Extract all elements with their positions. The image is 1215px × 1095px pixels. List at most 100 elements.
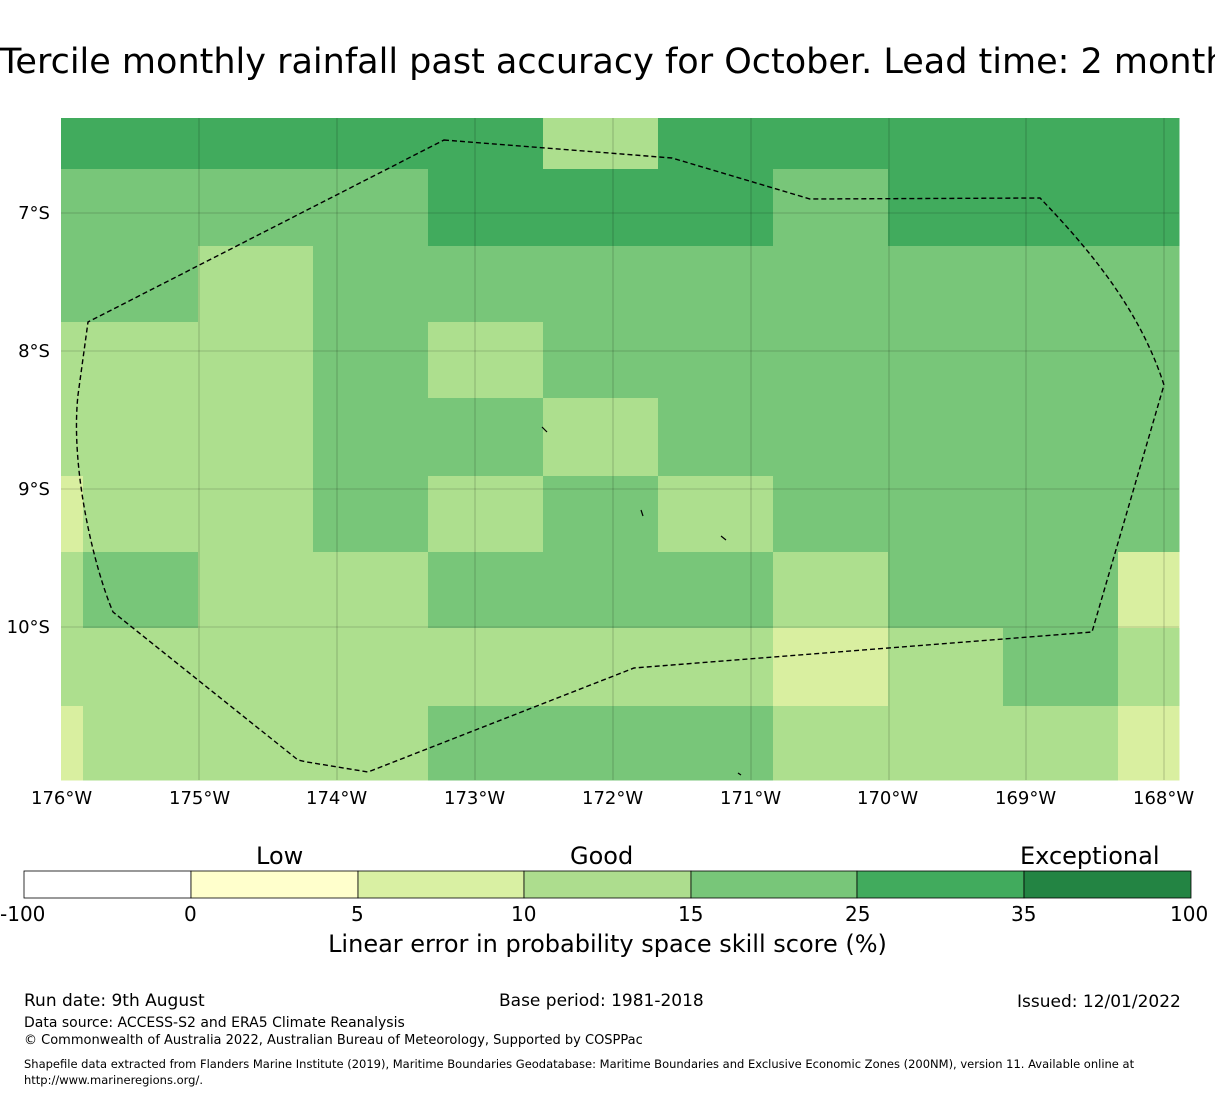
skill-cell <box>83 322 199 399</box>
skill-cell <box>658 169 774 247</box>
skill-cell <box>658 628 774 707</box>
skill-cell <box>1118 476 1180 553</box>
skill-cell <box>428 322 544 399</box>
colorbar-tick: 10 <box>511 902 537 926</box>
copyright: © Commonwealth of Australia 2022, Austra… <box>24 1033 643 1048</box>
skill-cell <box>1003 706 1119 781</box>
island-marker <box>541 426 548 433</box>
skill-cell <box>428 476 544 553</box>
data-source: Data source: ACCESS-S2 and ERA5 Climate … <box>24 1015 405 1031</box>
lon-label: 175°W <box>169 788 231 809</box>
issued-date: Issued: 12/01/2022 <box>1017 992 1181 1012</box>
skill-cell <box>773 322 889 399</box>
lat-label: 7°S <box>18 203 50 224</box>
run-date: Run date: 9th August <box>24 991 205 1011</box>
skill-grid-cells <box>61 118 1180 781</box>
colorbar-tick: 0 <box>184 902 197 926</box>
skill-cell <box>428 552 544 629</box>
skill-cell <box>658 476 774 553</box>
skill-cell <box>83 169 199 247</box>
skill-cell <box>1003 169 1119 247</box>
colorbar-tick: -100 <box>0 902 46 926</box>
map-gridlines <box>61 118 1179 780</box>
skill-cell <box>313 476 429 553</box>
skill-cell <box>198 169 314 247</box>
colorbar-tick: 100 <box>1170 902 1209 926</box>
skill-cell <box>888 118 1004 170</box>
skill-cell <box>1003 552 1119 629</box>
lon-label: 168°W <box>1133 788 1195 809</box>
skill-cell <box>83 706 199 781</box>
skill-cell <box>428 628 544 707</box>
island-marker <box>737 772 742 776</box>
skill-cell <box>543 398 659 477</box>
lat-label: 10°S <box>6 617 50 638</box>
legend-category-exceptional: Exceptional <box>1020 842 1160 870</box>
skill-cell <box>61 322 84 399</box>
skill-cell <box>658 246 774 323</box>
skill-cell <box>1118 552 1180 629</box>
skill-cell <box>773 398 889 477</box>
colorbar-tick: 5 <box>351 902 364 926</box>
colorbar-title: Linear error in probability space skill … <box>328 930 887 958</box>
skill-cell <box>658 322 774 399</box>
skill-cell <box>198 246 314 323</box>
colorbar-tick: 35 <box>1011 902 1037 926</box>
colorbar-segment <box>357 870 525 899</box>
colorbar-tick: 15 <box>678 902 704 926</box>
skill-cell <box>313 246 429 323</box>
skill-cell <box>543 246 659 323</box>
lat-label: 8°S <box>18 341 50 362</box>
skill-cell <box>83 552 199 629</box>
shapefile-credit: Shapefile data extracted from Flanders M… <box>24 1057 1135 1071</box>
skill-cell <box>313 322 429 399</box>
skill-cell <box>888 476 1004 553</box>
skill-cell <box>1003 398 1119 477</box>
skill-cell <box>543 706 659 781</box>
skill-cell <box>428 706 544 781</box>
skill-cell <box>1118 628 1180 707</box>
skill-cell <box>1003 476 1119 553</box>
skill-cell <box>313 118 429 170</box>
skill-cell <box>1003 628 1119 707</box>
base-period: Base period: 1981-2018 <box>499 991 704 1011</box>
skill-cell <box>773 118 889 170</box>
skill-cell <box>1003 118 1119 170</box>
skill-cell <box>61 118 84 170</box>
skill-cell <box>313 628 429 707</box>
skill-cell <box>313 706 429 781</box>
skill-cell <box>658 118 774 170</box>
skill-cell <box>658 398 774 477</box>
skill-cell <box>1118 322 1180 399</box>
skill-cell <box>198 552 314 629</box>
skill-cell <box>61 628 84 707</box>
skill-cell <box>428 246 544 323</box>
skill-cell <box>773 706 889 781</box>
skill-cell <box>543 118 659 170</box>
skill-cell <box>61 398 84 477</box>
skill-cell <box>313 552 429 629</box>
skill-cell <box>773 476 889 553</box>
skill-cell <box>198 118 314 170</box>
lon-label: 173°W <box>444 788 506 809</box>
skill-cell <box>543 476 659 553</box>
skill-cell <box>313 169 429 247</box>
colorbar-segment <box>690 870 858 899</box>
skill-cell <box>543 169 659 247</box>
skill-cell <box>773 552 889 629</box>
skill-cell <box>773 246 889 323</box>
skill-cell <box>888 169 1004 247</box>
skill-cell <box>1118 169 1180 247</box>
skill-cell <box>543 322 659 399</box>
legend-category-good: Good <box>570 842 634 870</box>
skill-cell <box>83 628 199 707</box>
shapefile-url: http://www.marineregions.org/. <box>24 1073 203 1087</box>
skill-cell <box>888 246 1004 323</box>
skill-cell <box>428 398 544 477</box>
island-marker <box>640 509 644 517</box>
colorbar-tick: 25 <box>845 902 871 926</box>
colorbar-segment <box>190 870 359 899</box>
skill-cell <box>198 628 314 707</box>
skill-cell <box>198 322 314 399</box>
